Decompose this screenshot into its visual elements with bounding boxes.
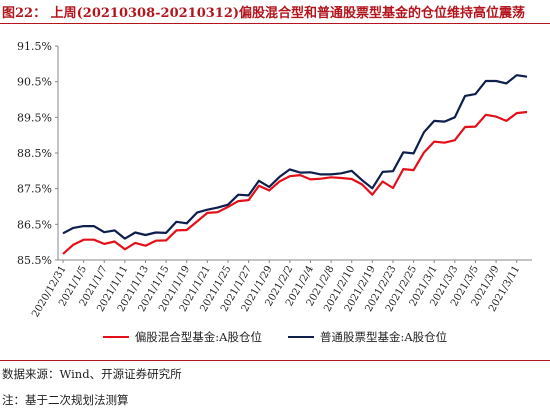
legend-item-series-1: 偏股混合型基金:A股仓位 xyxy=(102,329,262,345)
legend-swatch-series-2 xyxy=(288,336,314,338)
legend-label-series-2: 普通股票型基金:A股仓位 xyxy=(320,330,448,344)
y-tick-label: 90.5% xyxy=(17,76,52,89)
series-line-2 xyxy=(62,74,528,240)
y-axis-ticks: 85.5% 86.5% 87.5% 88.5% 89.5% 90.5% 91.5% xyxy=(17,40,58,267)
series-line-1 xyxy=(62,110,528,255)
legend-label-series-1: 偏股混合型基金:A股仓位 xyxy=(134,330,262,344)
y-tick-label: 85.5% xyxy=(17,254,52,267)
footnote: 注：基于二次规划法测算 xyxy=(2,393,129,407)
footer-divider xyxy=(0,360,550,361)
data-source: 数据来源：Wind、开源证券研究所 xyxy=(2,367,182,381)
series-lines xyxy=(62,74,528,255)
chart-axes xyxy=(57,46,532,261)
chart-title: 图22： 上周(20210308-20210312)偏股混合型和普通股票型基金的… xyxy=(2,6,526,21)
legend-item-series-2: 普通股票型基金:A股仓位 xyxy=(288,329,447,345)
x-axis-ticks: 2020/12/312021/1/52021/1/72021/1/112021/… xyxy=(30,260,522,319)
legend-swatch-series-1 xyxy=(102,336,129,338)
y-tick-label: 91.5% xyxy=(17,40,52,53)
y-tick-label: 86.5% xyxy=(17,218,52,231)
y-tick-label: 89.5% xyxy=(17,111,52,124)
title-divider xyxy=(0,23,550,24)
y-tick-label: 87.5% xyxy=(17,183,52,196)
y-tick-label: 88.5% xyxy=(17,147,52,160)
legend: 偏股混合型基金:A股仓位 普通股票型基金:A股仓位 xyxy=(0,329,550,345)
line-chart: 85.5% 86.5% 87.5% 88.5% 89.5% 90.5% 91.5% 2020… xyxy=(17,40,532,319)
